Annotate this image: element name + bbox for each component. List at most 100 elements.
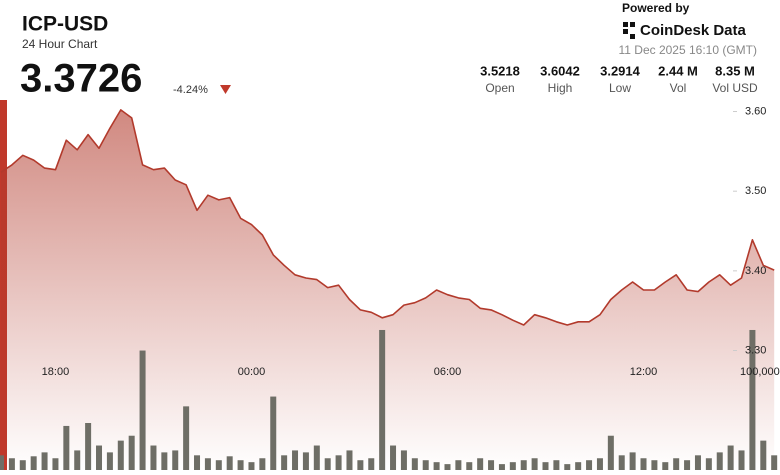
volume-bar <box>117 440 124 470</box>
y2-tick-label: 100,000 <box>740 366 780 378</box>
volume-bar <box>618 455 625 470</box>
volume-bar <box>586 460 593 470</box>
volume-bar <box>248 462 255 470</box>
volume-bar <box>694 455 701 470</box>
volume-bar <box>455 460 462 470</box>
volume-bar <box>684 460 691 470</box>
volume-bar <box>19 460 26 470</box>
stats: 3.5218 Open 3.6042 High 3.2914 Low 2.44 M Vol 8.… <box>480 63 758 95</box>
volume-bar <box>575 462 582 470</box>
volume-bar <box>411 458 418 470</box>
stat-value: 3.6042 <box>540 63 580 78</box>
volume-bar <box>204 458 211 470</box>
volume-bar <box>509 462 516 470</box>
volume-bar <box>651 460 658 470</box>
x-tick-label: 18:00 <box>42 366 70 378</box>
volume-bar <box>433 462 440 470</box>
volume-bar <box>63 425 70 470</box>
volume-bar <box>662 462 669 470</box>
volume-bar <box>771 455 778 470</box>
volume-bar <box>466 462 473 470</box>
price-area <box>1 109 775 471</box>
logo <box>623 22 635 39</box>
plot: 3.60 3.50 3.40 3.30 100,000 18:00 00:00 06:00 12… <box>0 105 780 471</box>
volume-bar <box>183 406 190 470</box>
x-tick-label: 12:00 <box>630 366 658 378</box>
stat-value: 8.35 M <box>715 63 755 78</box>
volume-bar <box>226 456 233 470</box>
volume-bar <box>259 458 266 470</box>
volume-bar <box>150 445 157 470</box>
stat-label: Low <box>609 81 631 95</box>
volume-bar <box>760 440 767 470</box>
volume-bar <box>324 458 331 470</box>
volume-bar <box>400 450 407 470</box>
title: ICP-USD <box>22 13 108 36</box>
volume-bar <box>673 458 680 470</box>
volume-bar <box>128 435 135 470</box>
volume-bar <box>520 460 527 470</box>
volume-bar <box>139 350 146 470</box>
volume-bar <box>106 452 113 470</box>
stat-value: 3.5218 <box>480 63 520 78</box>
volume-bar <box>444 464 451 470</box>
stat-value: 2.44 M <box>658 63 698 78</box>
volume-bar <box>74 450 81 470</box>
y-tick-label: 3.40 <box>745 265 766 277</box>
volume-bar <box>596 458 603 470</box>
stat-label: Vol <box>670 81 687 95</box>
volume-bar <box>738 450 745 470</box>
volume-bar <box>313 445 320 470</box>
volume-bar <box>640 458 647 470</box>
volume-bar <box>194 455 201 470</box>
volume-bar <box>346 450 353 470</box>
y-tick-label: 3.30 <box>745 344 766 356</box>
volume-bar <box>357 460 364 470</box>
volume-bar <box>30 456 37 470</box>
price-line <box>0 109 775 326</box>
volume-bar <box>390 445 397 470</box>
volume-bar <box>161 452 168 470</box>
volume-bar <box>270 396 277 470</box>
change: -4.24% <box>173 84 208 96</box>
volume-bar <box>41 452 48 470</box>
volume-bar <box>302 452 309 470</box>
volume-bar <box>292 450 299 470</box>
volume-bar <box>0 455 4 470</box>
volume-bar <box>553 460 560 470</box>
volume-bar <box>542 462 549 470</box>
volume-bar <box>52 458 59 470</box>
volume-bar <box>705 458 712 470</box>
volume-bar <box>8 458 15 470</box>
price: 3.3726 <box>20 57 142 101</box>
volume-bar <box>607 435 614 470</box>
y-tick-label: 3.60 <box>745 105 766 117</box>
volume-bar <box>564 464 571 470</box>
volume-bar <box>422 460 429 470</box>
x-tick-label: 00:00 <box>238 366 266 378</box>
stat-label: High <box>548 81 573 95</box>
y-tick-label: 3.50 <box>745 185 766 197</box>
volume-bar <box>368 458 375 470</box>
down-arrow <box>220 85 231 94</box>
volume-bar <box>215 460 222 470</box>
stat-value: 3.2914 <box>600 63 641 78</box>
volume-bar <box>488 460 495 470</box>
volume-bar <box>498 464 505 470</box>
x-tick-label: 06:00 <box>434 366 462 378</box>
timestamp: 11 Dec 2025 16:10 (GMT) <box>618 43 757 57</box>
volume-bar <box>379 329 386 470</box>
volume-bar <box>172 450 179 470</box>
volume-bar <box>749 329 756 470</box>
volume-bar <box>477 458 484 470</box>
volume-bar <box>629 452 636 470</box>
brand: CoinDesk Data <box>640 22 747 39</box>
subtitle: 24 Hour Chart <box>22 37 98 51</box>
stat-label: Open <box>485 81 514 95</box>
volume-bar <box>727 445 734 470</box>
volume-bar <box>335 455 342 470</box>
powered-by: Powered by <box>622 1 690 15</box>
stat-label: Vol USD <box>712 81 758 95</box>
volume-bar <box>531 458 538 470</box>
